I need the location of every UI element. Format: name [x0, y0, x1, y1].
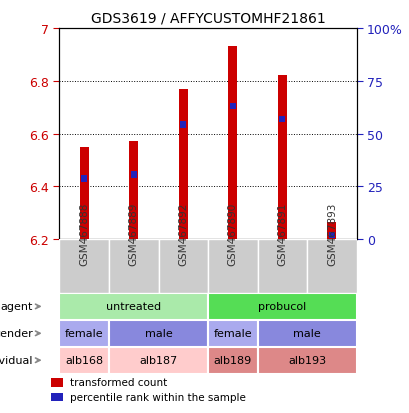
Text: GSM467892: GSM467892 — [178, 202, 188, 265]
Bar — [109, 347, 207, 374]
Bar — [277, 76, 286, 240]
Bar — [109, 320, 207, 347]
Bar — [257, 320, 356, 347]
Text: alb187: alb187 — [139, 355, 177, 366]
Text: female: female — [65, 328, 103, 339]
Text: alb189: alb189 — [213, 355, 252, 366]
Bar — [257, 347, 356, 374]
Bar — [229, 103, 235, 110]
Bar — [129, 142, 138, 240]
Bar — [228, 47, 237, 240]
Bar — [327, 223, 335, 240]
Bar — [51, 392, 63, 401]
Bar — [207, 240, 257, 293]
Text: transformed count: transformed count — [70, 377, 166, 387]
Bar — [59, 347, 109, 374]
Title: GDS3619 / AFFYCUSTOMHF21861: GDS3619 / AFFYCUSTOMHF21861 — [90, 11, 325, 25]
Text: female: female — [213, 328, 252, 339]
Text: GSM467890: GSM467890 — [227, 202, 237, 265]
Bar — [80, 147, 88, 240]
Text: male: male — [292, 328, 320, 339]
Text: GSM467889: GSM467889 — [128, 202, 138, 265]
Bar — [279, 116, 285, 123]
Text: GSM467891: GSM467891 — [277, 202, 287, 265]
Bar — [109, 240, 158, 293]
Text: probucol: probucol — [258, 301, 306, 312]
Bar — [207, 320, 257, 347]
Bar — [130, 172, 136, 178]
Bar — [158, 240, 207, 293]
Text: untreated: untreated — [106, 301, 161, 312]
Bar — [207, 293, 356, 320]
Bar — [51, 378, 63, 387]
Text: alb168: alb168 — [65, 355, 103, 366]
Text: agent: agent — [0, 301, 33, 312]
Bar — [59, 320, 109, 347]
Text: GSM467888: GSM467888 — [79, 202, 89, 265]
Text: GSM467893: GSM467893 — [326, 202, 336, 265]
Bar — [59, 293, 207, 320]
Bar — [328, 232, 334, 239]
Bar — [180, 122, 186, 128]
Bar — [59, 240, 109, 293]
Text: individual: individual — [0, 355, 33, 366]
Bar — [207, 347, 257, 374]
Bar — [257, 240, 306, 293]
Text: percentile rank within the sample: percentile rank within the sample — [70, 392, 245, 402]
Bar — [81, 176, 87, 182]
Text: male: male — [144, 328, 172, 339]
Text: alb193: alb193 — [288, 355, 326, 366]
Bar — [306, 240, 356, 293]
Text: gender: gender — [0, 328, 33, 339]
Bar — [178, 90, 187, 240]
